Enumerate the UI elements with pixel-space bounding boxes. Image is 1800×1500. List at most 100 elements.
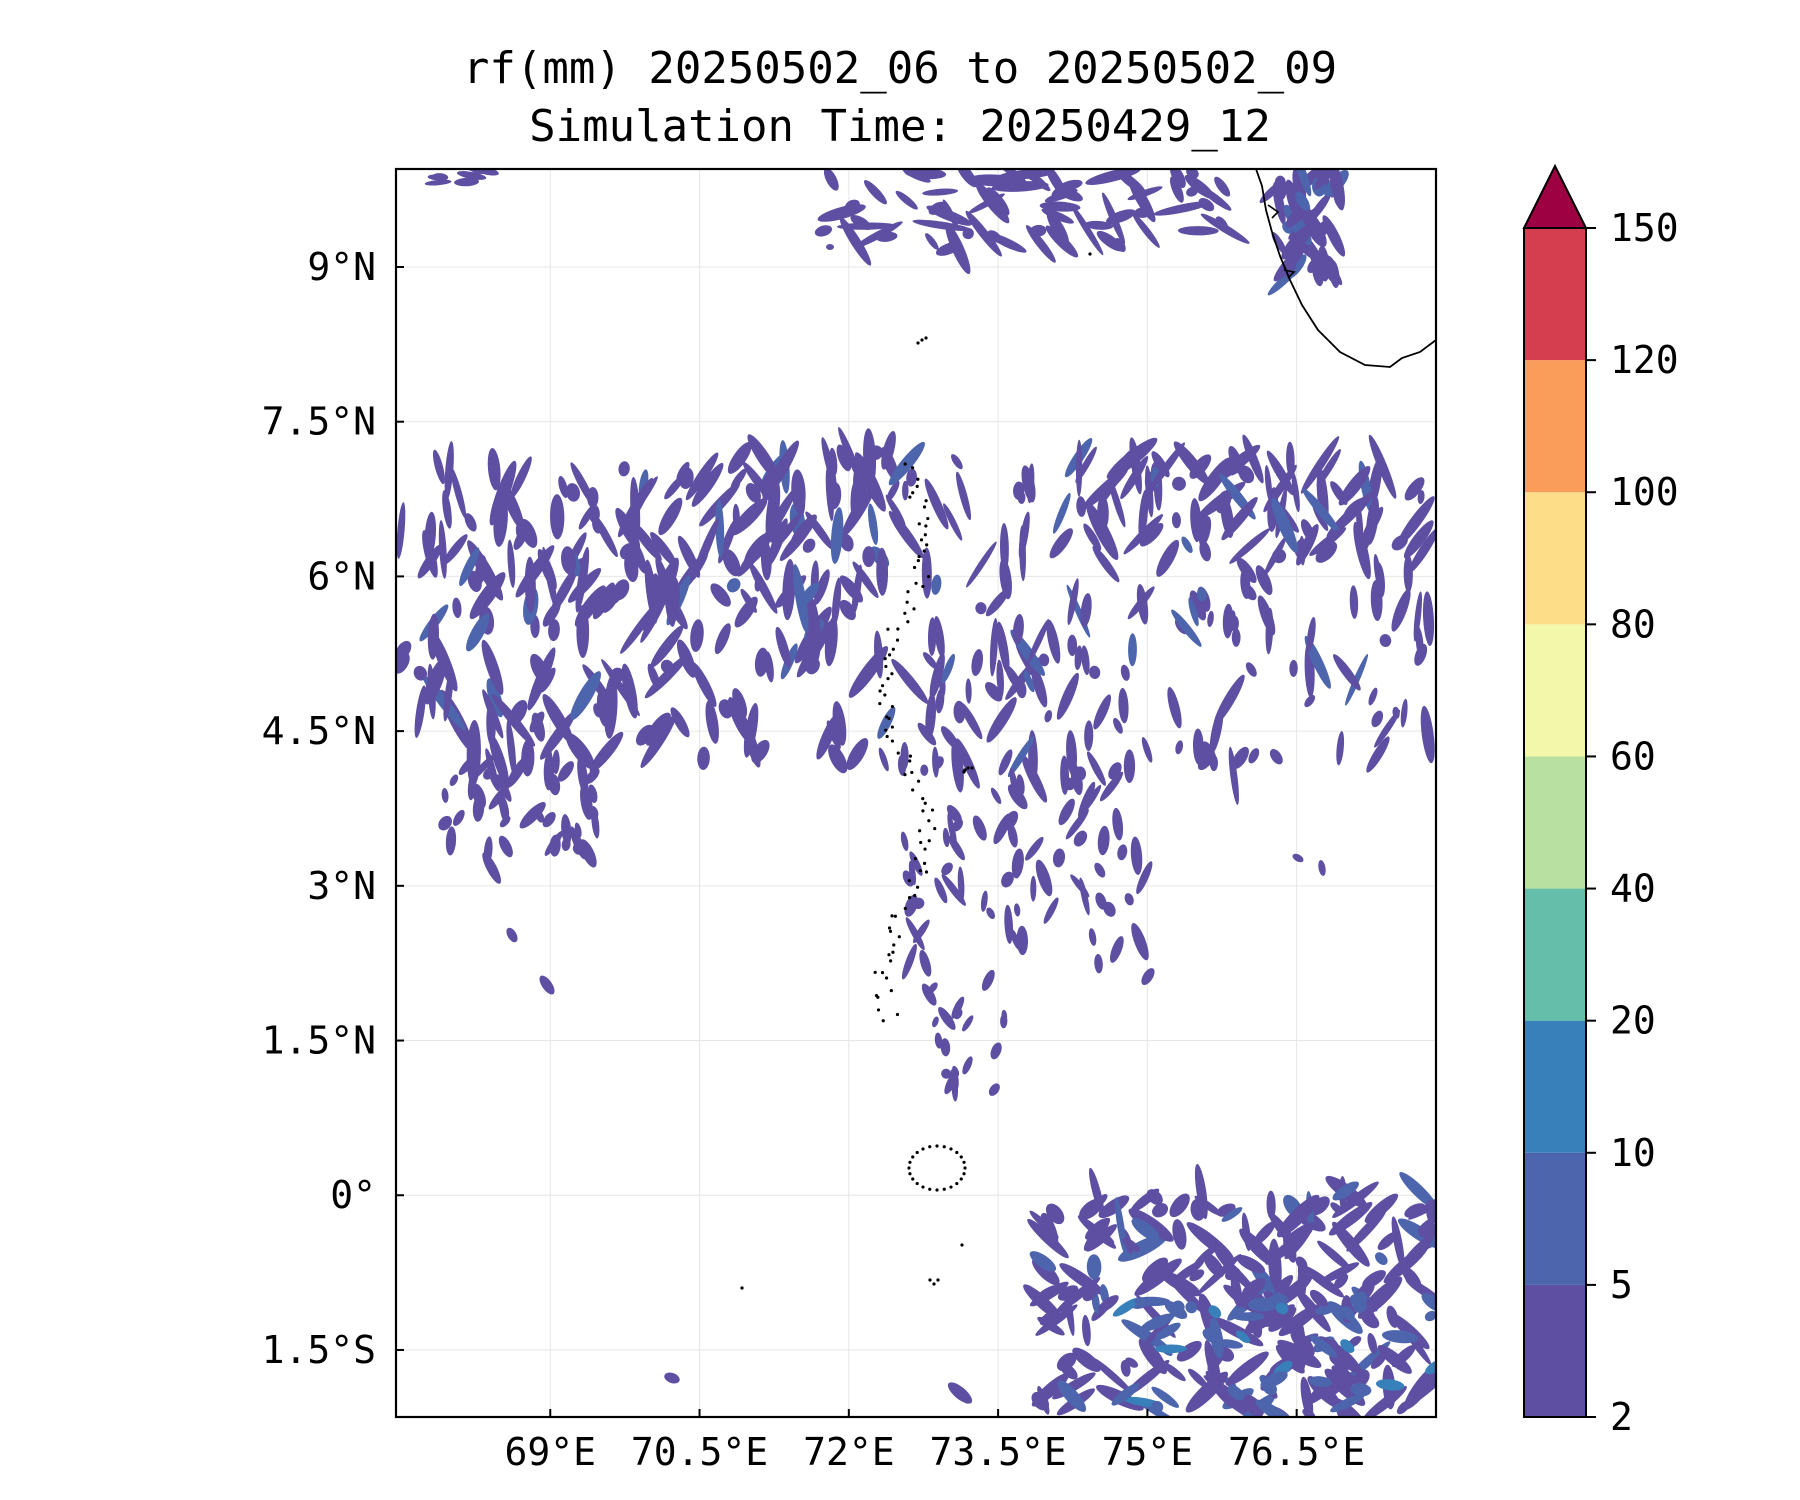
longitude-ticks: 69°E 70.5°E 72°E 73.5°E 75°E 76.5°E: [505, 1409, 1365, 1474]
island-dot: [955, 1150, 959, 1155]
rain-cell: [424, 511, 437, 558]
rain-cell: [442, 534, 468, 565]
rain-cell: [542, 812, 556, 828]
rain-cell: [1018, 511, 1030, 560]
rain-cell: [1400, 698, 1408, 728]
colorbar-segment-5: [1524, 624, 1586, 757]
rain-cell: [414, 685, 426, 738]
rain-cell: [660, 659, 674, 674]
rain-cell: [1386, 1305, 1399, 1328]
island-dot: [888, 653, 892, 657]
rain-cell: [1422, 591, 1435, 646]
island-dot: [880, 971, 885, 975]
rain-cell: [867, 503, 879, 546]
rain-cell: [1319, 1262, 1360, 1284]
rain-cell: [1284, 1222, 1314, 1260]
rain-cell: [1370, 1352, 1387, 1369]
rain-cell: [957, 866, 965, 902]
rain-cell: [1154, 1344, 1188, 1354]
rain-cell: [1273, 243, 1307, 282]
rain-cell: [557, 761, 574, 782]
rain-cell: [1340, 1306, 1355, 1321]
rain-cell: [996, 621, 1010, 674]
rain-cell: [1099, 771, 1124, 802]
rain-cell: [940, 1038, 951, 1057]
rain-cell: [1413, 591, 1423, 642]
rain-cell: [506, 927, 518, 943]
rain-cell: [967, 174, 1021, 187]
rain-cell: [1381, 1330, 1419, 1344]
rain-cell: [441, 788, 449, 803]
rain-cell: [1260, 1371, 1288, 1389]
island-dot: [935, 1188, 939, 1192]
rain-cell: [1058, 798, 1075, 826]
rain-cell: [920, 764, 929, 776]
rain-cell: [1329, 169, 1345, 211]
island-dot: [959, 1177, 963, 1181]
rain-cell: [1278, 1304, 1321, 1337]
rain-cell: [491, 694, 536, 747]
rain-cell: [1074, 645, 1083, 671]
rain-cell: [951, 996, 965, 1019]
rain-cell: [1086, 502, 1119, 561]
rain-cell: [1230, 1272, 1243, 1308]
rain-cell: [1084, 720, 1094, 752]
rain-cell: [1085, 169, 1141, 185]
rain-cell: [1120, 664, 1130, 681]
island-dot: [906, 620, 910, 624]
rain-cell: [935, 688, 945, 714]
rain-cell: [1188, 597, 1199, 627]
rain-cell: [853, 221, 903, 249]
rain-cell: [1198, 197, 1215, 212]
island-dot: [922, 549, 926, 553]
island-dot: [884, 976, 889, 980]
rain-cell: [676, 639, 696, 678]
rain-cell: [1022, 169, 1051, 192]
island-dot: [891, 950, 895, 954]
rain-cell: [1098, 1195, 1130, 1219]
island-dot: [890, 704, 895, 709]
rain-cell: [876, 547, 889, 596]
rain-cell: [691, 662, 717, 707]
rain-cell: [452, 597, 462, 619]
rain-cell: [458, 755, 477, 776]
rain-cell: [1221, 497, 1258, 541]
rain-cell: [1379, 634, 1392, 647]
island-dot: [908, 759, 912, 763]
rain-cell: [1035, 859, 1053, 897]
rain-cell: [1417, 490, 1425, 505]
island-dot: [893, 914, 897, 918]
island-dot: [890, 739, 894, 743]
rain-cell: [1057, 1380, 1087, 1412]
island-dot: [916, 779, 921, 783]
rain-cell: [705, 700, 719, 744]
rain-cell: [1198, 457, 1232, 502]
island-dot: [924, 336, 928, 340]
rain-cell: [1418, 1223, 1436, 1238]
rain-cell: [1169, 1193, 1190, 1218]
rain-cell: [500, 481, 525, 531]
island-dot: [916, 477, 920, 481]
rain-cell: [1123, 514, 1164, 555]
rain-cell: [574, 822, 582, 838]
rain-cell: [908, 860, 917, 886]
island-dot: [932, 1282, 936, 1286]
rain-cell: [1403, 1363, 1436, 1410]
rain-cell: [459, 547, 480, 587]
rain-cell: [805, 511, 834, 551]
rain-cell: [1084, 1217, 1110, 1240]
rain-cell: [1044, 710, 1053, 723]
rain-cell: [747, 434, 780, 482]
rain-cell: [1067, 578, 1079, 626]
rain-cell: [1245, 662, 1257, 677]
rain-cell: [986, 907, 996, 920]
rain-cell: [1117, 844, 1128, 861]
island-dot: [888, 929, 893, 933]
rain-cell: [454, 177, 480, 187]
rain-cell: [715, 499, 725, 558]
rain-cell: [971, 649, 984, 677]
rain-cell: [1205, 1370, 1235, 1408]
rain-cell: [466, 613, 490, 652]
rain-cell: [1063, 777, 1075, 791]
island-dot: [924, 870, 929, 874]
